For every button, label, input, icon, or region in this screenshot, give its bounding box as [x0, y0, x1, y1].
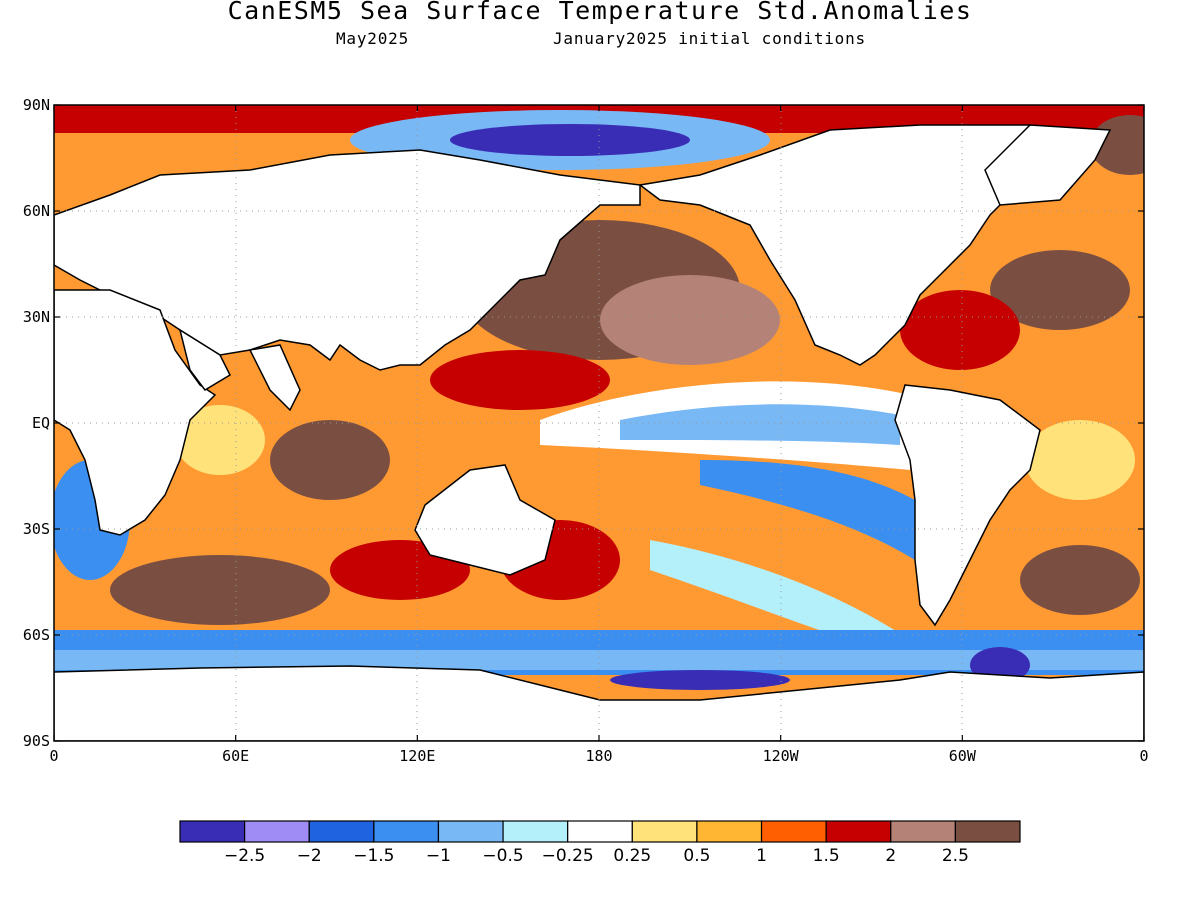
- lon-label: 120E: [399, 747, 435, 765]
- colorbar-label: 2.5: [942, 846, 969, 866]
- lon-label: 120W: [763, 747, 800, 765]
- colorbar-label: 0.25: [613, 846, 651, 866]
- colorbar-swatch: [308, 820, 375, 843]
- lat-label: 30S: [23, 520, 50, 538]
- colorbar-label: 1.5: [813, 846, 840, 866]
- colorbar-swatch: [890, 820, 956, 843]
- colorbar-label: −0.5: [482, 846, 523, 866]
- colorbar-label: −2.5: [224, 846, 265, 866]
- colorbar-label: −2: [297, 846, 322, 866]
- initial-conditions: January2025 initial conditions: [553, 29, 866, 48]
- lon-label: 0: [1139, 747, 1148, 765]
- colorbar-swatch: [696, 820, 763, 843]
- lon-label: 60E: [222, 747, 249, 765]
- lat-label: 60N: [23, 202, 50, 220]
- map-title: CanESM5 Sea Surface Temperature Std.Anom…: [227, 0, 973, 25]
- colorbar-swatch: [437, 820, 504, 843]
- colorbar-label: 1: [756, 846, 767, 866]
- colorbar-swatch: [760, 820, 827, 843]
- colorbar-swatch: [825, 820, 892, 843]
- lat-label: 30N: [23, 308, 50, 326]
- colorbar-swatch: [954, 820, 1021, 843]
- colorbar-swatch: [502, 820, 569, 843]
- lon-label: 60W: [949, 747, 977, 765]
- colorbar-swatch: [244, 820, 310, 843]
- colorbar-label: −1: [426, 846, 451, 866]
- colorbar-label: −1.5: [353, 846, 394, 866]
- land-masses: [54, 124, 1144, 741]
- forecast-month: May2025: [336, 29, 410, 48]
- lon-label: 0: [49, 747, 58, 765]
- colorbar-labels: −2.5 −2 −1.5 −1 −0.5 −0.25 0.25 0.5 1 1.5 2 2.5: [224, 846, 969, 866]
- anomaly-field: [54, 105, 1144, 741]
- longitude-axis: 0 60E 120E 180 120W 60W 0: [49, 747, 1148, 765]
- colorbar-label: 0.5: [683, 846, 710, 866]
- colorbar-label: −0.25: [542, 846, 594, 866]
- graticule: [54, 105, 1144, 741]
- colorbar-label: 2: [885, 846, 896, 866]
- colorbar-swatch: [179, 820, 246, 843]
- colorbar-swatch: [631, 820, 698, 843]
- colorbar-swatch: [373, 820, 440, 843]
- lat-label: 90N: [23, 96, 50, 114]
- lon-label: 180: [585, 747, 612, 765]
- lat-label: EQ: [32, 414, 50, 432]
- colorbar: [179, 820, 1021, 843]
- colorbar-swatch: [567, 820, 633, 843]
- latitude-axis: 90N 60N 30N EQ 30S 60S 90S: [23, 96, 50, 750]
- lat-label: 90S: [23, 732, 50, 750]
- lat-label: 60S: [23, 626, 50, 644]
